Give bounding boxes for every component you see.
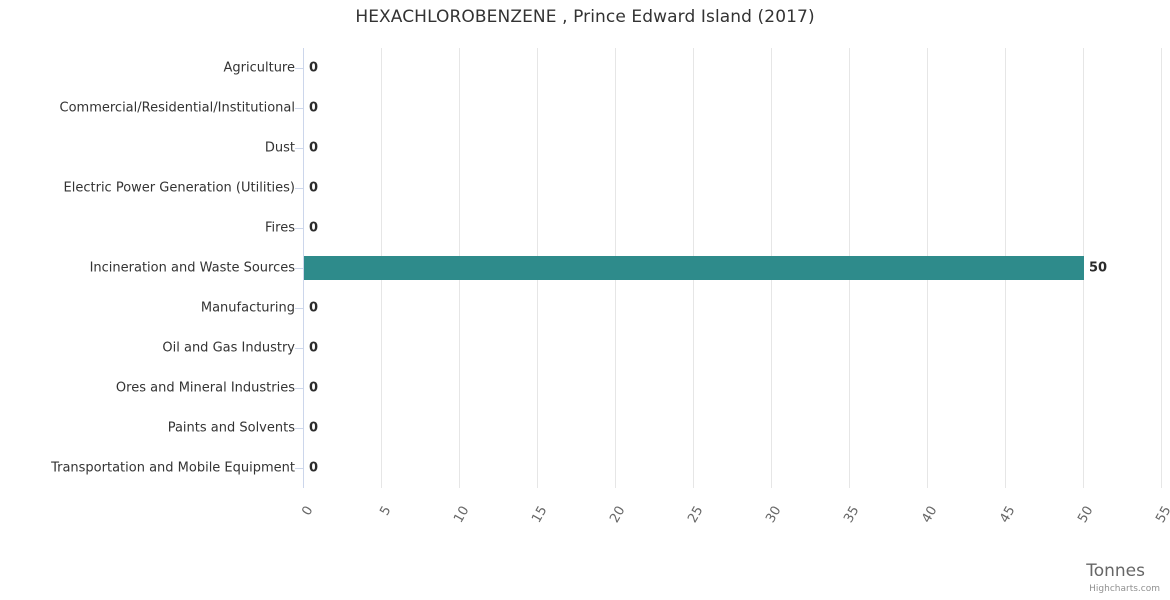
category-tick <box>295 68 303 69</box>
category-axis-labels: Agriculture Commercial/Residential/Instit… <box>0 48 295 488</box>
gridline <box>1161 48 1162 488</box>
category-label: Ores and Mineral Industries <box>115 380 295 396</box>
category-tick-marks <box>0 48 310 488</box>
category-tick <box>295 188 303 189</box>
bar-value-label: 0 <box>309 60 319 76</box>
bar-value-label: 0 <box>309 340 319 356</box>
category-tick <box>295 108 303 109</box>
bar-value-label: 0 <box>309 180 319 196</box>
category-axis-line <box>303 48 304 488</box>
x-axis-title: Tonnes <box>1086 561 1145 581</box>
category-label: Electric Power Generation (Utilities) <box>63 180 295 196</box>
category-label: Commercial/Residential/Institutional <box>59 100 296 116</box>
category-tick <box>295 348 303 349</box>
category-tick <box>295 228 303 229</box>
x-tick-label: 10 <box>451 503 473 526</box>
x-tick-label: 55 <box>1153 503 1170 526</box>
category-label: Agriculture <box>223 60 296 76</box>
plot-area: 0 0 0 0 0 50 0 0 0 0 0 <box>303 48 1162 488</box>
category-label: Oil and Gas Industry <box>162 340 295 356</box>
x-tick-label: 15 <box>529 503 551 526</box>
category-label: Incineration and Waste Sources <box>89 260 295 276</box>
category-tick <box>295 148 303 149</box>
x-tick-label: 20 <box>607 503 629 526</box>
bar-value-label: 0 <box>309 380 319 396</box>
bar-value-label: 0 <box>309 300 319 316</box>
bar-value-label: 50 <box>1089 260 1108 276</box>
x-tick-label: 40 <box>919 503 941 526</box>
value-axis-labels: 0 5 10 15 20 25 30 35 40 45 50 55 <box>0 488 1170 548</box>
x-tick-label: 30 <box>763 503 785 526</box>
highcharts-credit[interactable]: Highcharts.com <box>1089 584 1160 594</box>
category-label: Dust <box>264 140 295 156</box>
category-label: Paints and Solvents <box>167 420 295 436</box>
category-label: Manufacturing <box>200 300 295 316</box>
category-tick <box>295 268 303 269</box>
bar-value-label: 0 <box>309 420 319 436</box>
category-tick <box>295 388 303 389</box>
chart-title: HEXACHLOROBENZENE , Prince Edward Island… <box>355 7 815 27</box>
x-tick-label: 50 <box>1075 503 1097 526</box>
bar[interactable] <box>304 256 1084 280</box>
x-tick-label: 0 <box>299 503 317 519</box>
x-tick-label: 35 <box>841 503 863 526</box>
bar-value-label: 0 <box>309 100 319 116</box>
bar-value-label: 0 <box>309 460 319 476</box>
category-tick <box>295 468 303 469</box>
x-tick-label: 25 <box>685 503 707 526</box>
category-tick <box>295 428 303 429</box>
bar-value-label: 0 <box>309 140 319 156</box>
bar-value-label: 0 <box>309 220 319 236</box>
category-tick <box>295 308 303 309</box>
x-tick-label: 45 <box>997 503 1019 526</box>
x-tick-label: 5 <box>377 503 395 519</box>
category-label: Transportation and Mobile Equipment <box>51 460 295 476</box>
category-label: Fires <box>265 220 295 236</box>
